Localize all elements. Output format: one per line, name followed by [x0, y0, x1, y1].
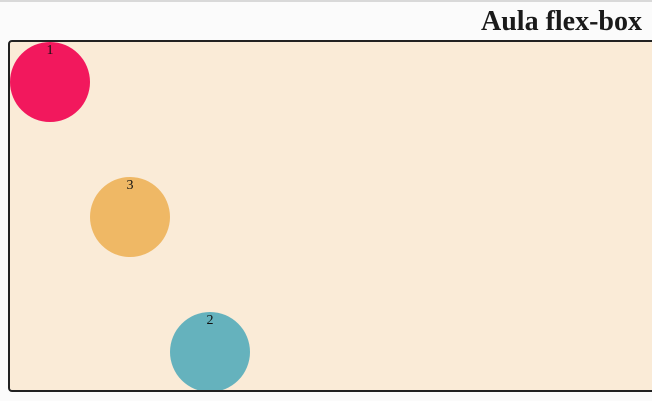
flex-item-label-1: 1 [46, 43, 54, 58]
page-title: Aula flex-box [481, 6, 642, 37]
flex-item-label-2: 2 [206, 313, 214, 328]
flex-item-circle-3: 3 [90, 177, 170, 257]
flex-item-circle-2: 2 [170, 312, 250, 390]
flex-container: 1 3 2 [8, 40, 652, 392]
top-border [0, 0, 652, 2]
flex-item-circle-1: 1 [10, 42, 90, 122]
flex-item-label-3: 3 [126, 178, 134, 193]
